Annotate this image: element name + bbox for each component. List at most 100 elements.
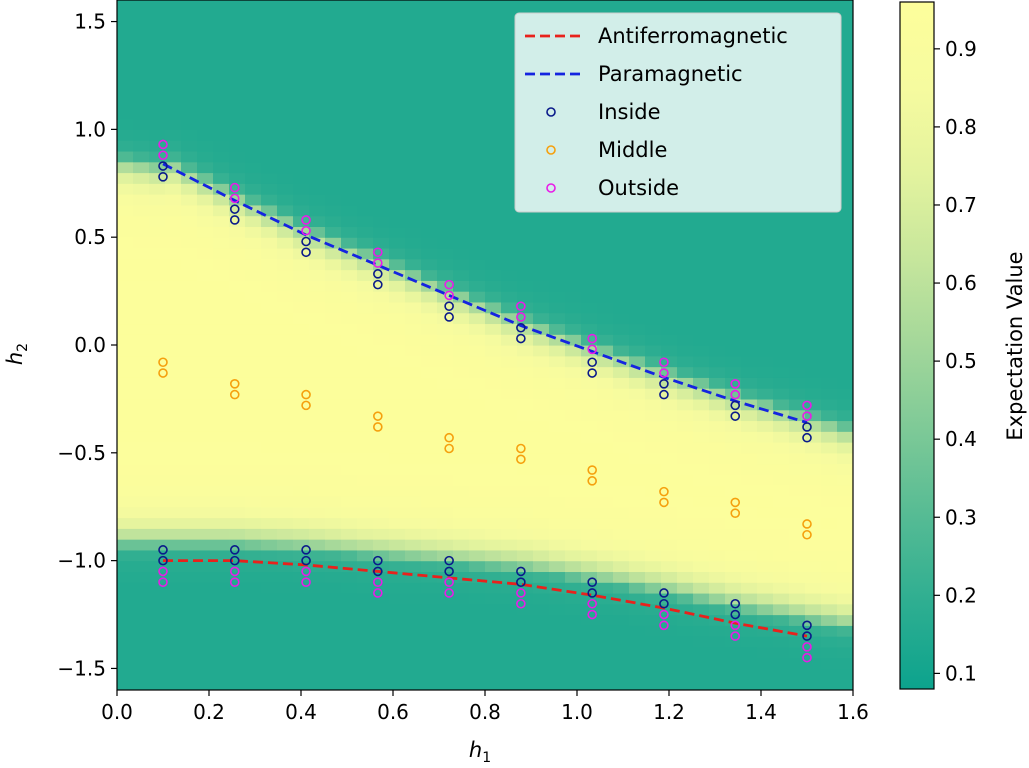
heatmap-cell [533,442,550,453]
y-tick-label: 0.5 [74,225,106,249]
heatmap-cell [149,453,166,464]
heatmap-cell [565,474,582,485]
heatmap-cell [341,399,358,410]
heatmap-cell [773,270,790,281]
heatmap-cell [133,291,150,302]
x-tick-label: 0.2 [193,700,225,724]
heatmap-cell [197,582,214,593]
heatmap-cell [421,582,438,593]
heatmap-cell [341,345,358,356]
heatmap-cell [741,410,758,421]
heatmap-cell [805,367,822,378]
heatmap-cell [693,237,710,248]
heatmap-cell [709,474,726,485]
heatmap-cell [341,302,358,313]
heatmap-cell [517,518,534,529]
heatmap-cell [165,431,182,442]
heatmap-cell [373,173,390,184]
heatmap-cell [117,129,134,140]
heatmap-cell [501,625,518,636]
heatmap-cell [741,291,758,302]
heatmap-cell [117,485,134,496]
heatmap-cell [629,410,646,421]
heatmap-cell [821,636,838,647]
heatmap-cell [469,668,486,679]
heatmap-cell [437,11,454,22]
heatmap-cell [821,410,838,421]
heatmap-cell [693,668,710,679]
heatmap-cell [677,280,694,291]
heatmap-cell [805,302,822,313]
heatmap-cell [357,11,374,22]
heatmap-cell [421,679,438,690]
heatmap-cell [501,216,518,227]
heatmap-cell [837,0,854,11]
heatmap-cell [293,668,310,679]
heatmap-cell [341,313,358,324]
heatmap-cell [453,54,470,65]
heatmap-cell [293,129,310,140]
heatmap-cell [645,464,662,475]
heatmap-cell [533,485,550,496]
heatmap-cell [517,248,534,259]
heatmap-cell [229,173,246,184]
heatmap-cell [373,54,390,65]
heatmap-cell [421,453,438,464]
heatmap-cell [341,571,358,582]
heatmap-cell [773,399,790,410]
heatmap-cell [293,636,310,647]
heatmap-cell [245,420,262,431]
heatmap-cell [245,539,262,550]
heatmap-cell [789,539,806,550]
heatmap-cell [229,270,246,281]
heatmap-cell [213,334,230,345]
heatmap-cell [133,65,150,76]
heatmap-cell [277,399,294,410]
heatmap-cell [613,302,630,313]
heatmap-cell [373,356,390,367]
heatmap-cell [213,582,230,593]
heatmap-cell [789,604,806,615]
heatmap-cell [565,636,582,647]
heatmap-cell [597,615,614,626]
heatmap-cell [309,345,326,356]
heatmap-cell [229,97,246,108]
heatmap-cell [293,615,310,626]
heatmap-cell [325,615,342,626]
heatmap-cell [421,615,438,626]
heatmap-cell [629,399,646,410]
heatmap-cell [261,388,278,399]
heatmap-cell [485,453,502,464]
heatmap-cell [597,399,614,410]
heatmap-cell [565,679,582,690]
heatmap-cell [293,140,310,151]
heatmap-cell [213,11,230,22]
heatmap-cell [469,582,486,593]
heatmap-cell [341,636,358,647]
heatmap-cell [149,97,166,108]
heatmap-cell [213,270,230,281]
heatmap-cell [453,485,470,496]
heatmap-cell [517,410,534,421]
heatmap-cell [165,485,182,496]
heatmap-cell [277,129,294,140]
heatmap-cell [437,270,454,281]
heatmap-cell [741,367,758,378]
heatmap-cell [181,162,198,173]
heatmap-cell [805,453,822,464]
heatmap-cell [453,0,470,11]
heatmap-cell [181,593,198,604]
heatmap-cell [149,474,166,485]
heatmap-cell [389,539,406,550]
heatmap-cell [597,420,614,431]
heatmap-cell [741,388,758,399]
heatmap-cell [213,323,230,334]
heatmap-cell [117,22,134,33]
heatmap-cell [117,32,134,43]
heatmap-cell [309,32,326,43]
heatmap-cell [389,518,406,529]
heatmap-cell [181,571,198,582]
heatmap-cell [629,313,646,324]
heatmap-cell [309,636,326,647]
heatmap-cell [837,280,854,291]
